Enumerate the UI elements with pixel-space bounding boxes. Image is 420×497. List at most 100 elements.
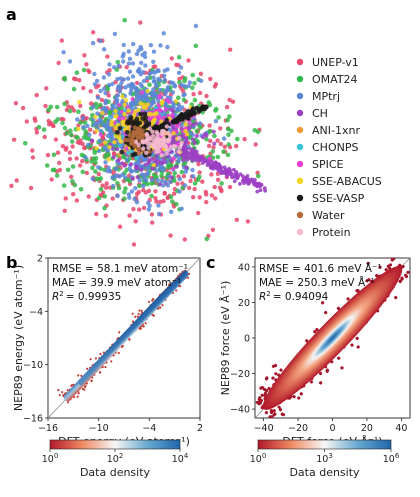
point	[235, 136, 240, 142]
point	[123, 98, 129, 103]
point	[212, 133, 217, 139]
point	[179, 140, 184, 146]
point	[153, 189, 158, 194]
point	[96, 171, 102, 177]
point	[188, 178, 193, 184]
point	[172, 170, 178, 176]
point	[271, 364, 276, 368]
point	[69, 139, 75, 144]
rmse-text: RMSE = 58.1 meV atom⁻¹	[52, 263, 188, 275]
point	[110, 196, 115, 201]
colorbar: 100 103 106 Data density	[250, 439, 400, 479]
point	[170, 112, 175, 117]
point	[161, 31, 166, 36]
point	[150, 166, 155, 171]
point	[93, 101, 99, 107]
point	[168, 233, 173, 238]
point	[67, 59, 73, 64]
point	[278, 408, 283, 412]
point	[190, 72, 195, 78]
point	[108, 134, 113, 139]
point	[151, 79, 156, 84]
point	[34, 130, 40, 135]
mae-text: MAE = 39.9 meV atom⁻¹	[52, 277, 181, 289]
point	[102, 205, 107, 211]
point	[123, 186, 128, 191]
point	[98, 176, 104, 181]
point	[161, 123, 166, 129]
point	[207, 102, 213, 108]
series-ch-streak	[175, 144, 268, 194]
point	[185, 115, 191, 121]
point	[149, 157, 154, 162]
series-protein	[134, 124, 184, 158]
point	[174, 201, 179, 207]
point	[242, 178, 247, 183]
point	[134, 80, 140, 86]
point	[154, 82, 159, 88]
point	[106, 157, 111, 162]
point	[165, 183, 171, 188]
point	[305, 339, 309, 343]
point	[117, 224, 123, 229]
point	[11, 137, 17, 142]
point	[191, 92, 196, 97]
point	[181, 174, 187, 179]
point	[106, 93, 111, 98]
point	[98, 186, 104, 192]
point	[170, 90, 176, 95]
point	[9, 183, 14, 188]
point	[132, 85, 137, 90]
point	[105, 123, 111, 129]
point	[135, 126, 141, 131]
point	[181, 97, 187, 103]
point	[107, 145, 112, 150]
point	[157, 95, 162, 100]
point	[122, 189, 127, 195]
point	[63, 196, 68, 201]
point	[98, 102, 103, 108]
point	[126, 137, 131, 143]
point	[112, 65, 117, 70]
point	[134, 139, 139, 145]
point	[54, 104, 60, 110]
point	[155, 177, 160, 183]
point	[137, 312, 140, 316]
point	[105, 54, 110, 59]
point	[238, 182, 242, 186]
point	[122, 17, 127, 23]
point	[154, 199, 159, 204]
point	[194, 128, 200, 134]
point	[158, 164, 164, 169]
point	[225, 117, 230, 123]
legend-marker	[296, 75, 304, 83]
point	[187, 80, 193, 85]
point	[168, 80, 173, 85]
point	[162, 190, 167, 196]
point	[99, 97, 105, 103]
point	[116, 158, 121, 163]
point	[101, 365, 104, 369]
point	[57, 388, 60, 392]
point	[165, 67, 170, 72]
point	[159, 306, 162, 309]
point	[191, 195, 196, 200]
point	[135, 135, 140, 140]
point	[212, 141, 217, 146]
point	[88, 89, 93, 94]
point	[81, 387, 84, 391]
point	[133, 108, 138, 114]
point	[129, 169, 135, 174]
point	[115, 86, 121, 91]
point	[274, 372, 278, 376]
point	[126, 49, 131, 54]
point	[192, 181, 198, 186]
r2-superscript: 2	[59, 290, 63, 298]
point	[200, 155, 205, 160]
point	[318, 371, 323, 376]
point	[113, 113, 119, 119]
point	[191, 137, 196, 142]
point	[227, 184, 233, 190]
point	[213, 118, 219, 124]
point	[162, 77, 167, 83]
